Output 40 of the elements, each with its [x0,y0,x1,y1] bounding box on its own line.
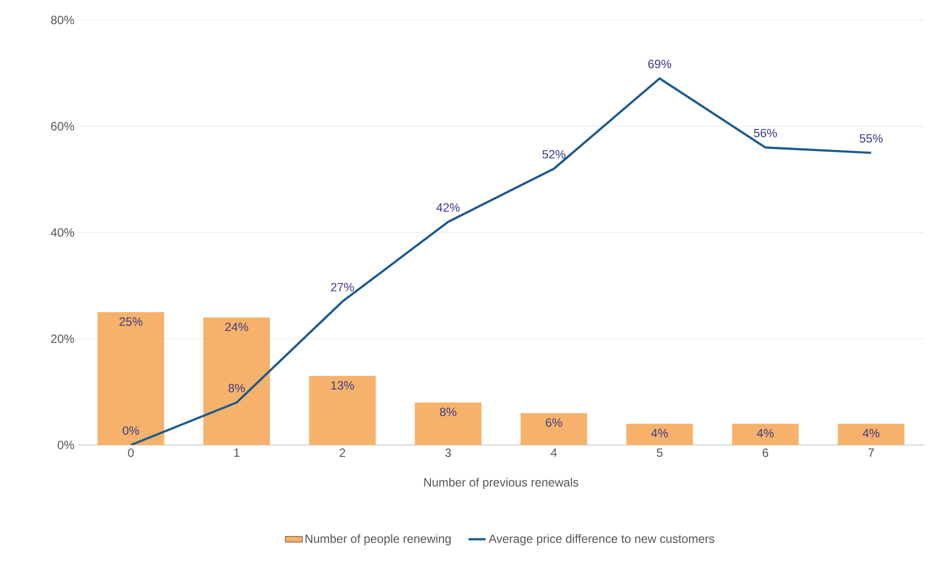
data-label: 56% [754,128,777,138]
bar [838,424,904,445]
y-tick-label: 0% [58,440,74,450]
legend-label: Number of people renewing [306,534,451,546]
data-label: 13% [331,381,354,390]
data-label: 25% [120,317,142,326]
data-label: 8% [440,408,456,416]
legend-label: Average price difference to new customers [488,534,714,546]
bar [626,424,693,445]
y-tick-label: 60% [51,122,74,130]
data-label: 0% [122,426,140,435]
data-label: 4% [757,428,774,438]
x-tick-label: 2 [340,448,346,457]
data-label: 6% [546,418,562,427]
data-label: 55% [860,134,883,143]
x-tick-label: 1 [234,448,240,457]
bar [203,317,270,445]
x-tick-label: 3 [445,448,451,457]
data-label: 27% [331,282,354,292]
data-label: 4% [862,428,880,438]
y-tick-label: 40% [50,228,74,237]
data-label: 42% [436,203,460,212]
x-tick-label: 0 [128,448,134,457]
bar [732,424,799,445]
data-label: 4% [651,428,668,438]
x-tick-label: 5 [656,448,662,457]
x-tick-label: 4 [550,448,557,457]
x-tick-label: 7 [868,448,874,457]
data-label: 52% [542,150,566,159]
data-label: 69% [648,60,672,68]
x-axis-title: Number of previous renewals [424,478,578,489]
bar [414,402,482,445]
data-label: 8% [228,384,245,392]
bar [98,312,164,445]
y-tick-label: 20% [51,334,74,343]
x-tick-label: 6 [762,448,768,457]
y-tick-label: 80% [51,16,74,24]
data-label: 24% [225,322,248,332]
bar [520,413,588,445]
bar [309,376,376,445]
